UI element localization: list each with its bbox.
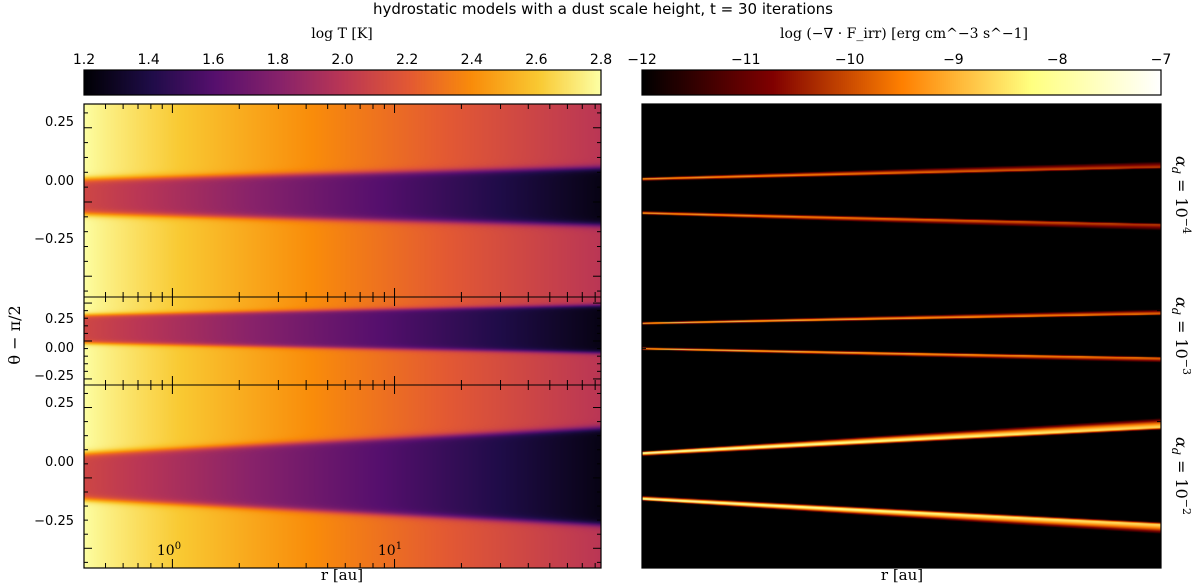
colorbar-tick-label: 1.8 [267,52,289,68]
y-tick-label: −0.25 [34,369,74,384]
heating-colorbar [642,70,1161,95]
axis-ticks [84,104,1161,568]
heating-panel-1 [642,104,1161,288]
y-tick-label: −0.25 [34,232,74,247]
colorbar-tick-label: −10 [835,52,865,68]
row-label-alpha-3: αd = 10−2 [1169,437,1193,515]
colorbar-tick-label: 2.0 [331,52,353,68]
colorbar-tick-label: −7 [1151,52,1172,68]
x-tick-labels-right: 100 101 [715,541,961,559]
colorbar-tick-label: 2.2 [396,52,418,68]
heating-colorbar-frame [641,69,1162,96]
temperature-colorbar-frame [83,69,602,96]
y-tick-label: 0.00 [45,174,74,189]
x-tick-labels-left: 100 101 [157,541,402,559]
x-tick-label: 100 [157,541,181,559]
heating-colorbar-ticks: −12 −11 −10 −9 −8 −7 [627,52,1171,76]
colorbar-tick-label: −11 [731,52,761,68]
heating-axes-frame [641,103,1162,569]
row-label-alpha-2: αd = 10−3 [1169,297,1193,375]
temperature-colorbar-ticks: 1.2 1.4 1.6 1.8 2.0 2.2 2.4 2.6 2.8 [73,52,612,76]
y-tick-label: 0.25 [45,396,74,411]
y-tick-label: 0.25 [45,312,74,327]
figure-title: hydrostatic models with a dust scale hei… [373,0,833,18]
y-tick-label: 0.25 [45,115,74,130]
temperature-axes-frame [83,103,602,569]
colorbar-tick-label: 2.4 [461,52,483,68]
x-tick-label: 100 [715,541,739,559]
x-tick-label: 101 [937,541,961,559]
colorbar-tick-label: 2.6 [525,52,547,68]
temperature-panel-3 [84,385,601,568]
colorbar-tick-label: −8 [1047,52,1068,68]
temperature-panel-1 [84,104,601,289]
temperature-colorbar [84,70,601,95]
colorbar-tick-label: 1.6 [202,52,224,68]
colorbar-tick-label: 2.8 [590,52,612,68]
y-tick-label: −0.25 [34,514,74,529]
colorbar-tick-label: −9 [943,52,964,68]
colorbar-tick-label: −12 [627,52,657,68]
heating-colorbar-label: log (−∇ · F_irr) [erg cm^−3 s^−1] [780,26,1028,42]
temperature-colorbar-label: log T [K] [311,26,373,42]
heating-panel-3 [642,384,1161,568]
x-axis-label-right: r [au] [881,566,923,584]
row-label-alpha-1: αd = 10−4 [1169,156,1193,234]
colorbar-tick-label: 1.2 [73,52,95,68]
colorbar-tick-label: 1.4 [137,52,159,68]
y-tick-label: 0.00 [45,341,74,356]
x-axis-label-left: r [au] [321,566,363,584]
y-axis-label: θ − π/2 [5,305,24,364]
temperature-panel-2 [84,289,601,385]
y-tick-labels: 0.25 0.00 −0.25 0.25 0.00 −0.25 0.25 0.0… [34,115,74,529]
y-tick-label: 0.00 [45,455,74,470]
x-tick-label: 101 [378,541,402,559]
heating-panel-2 [642,288,1161,384]
